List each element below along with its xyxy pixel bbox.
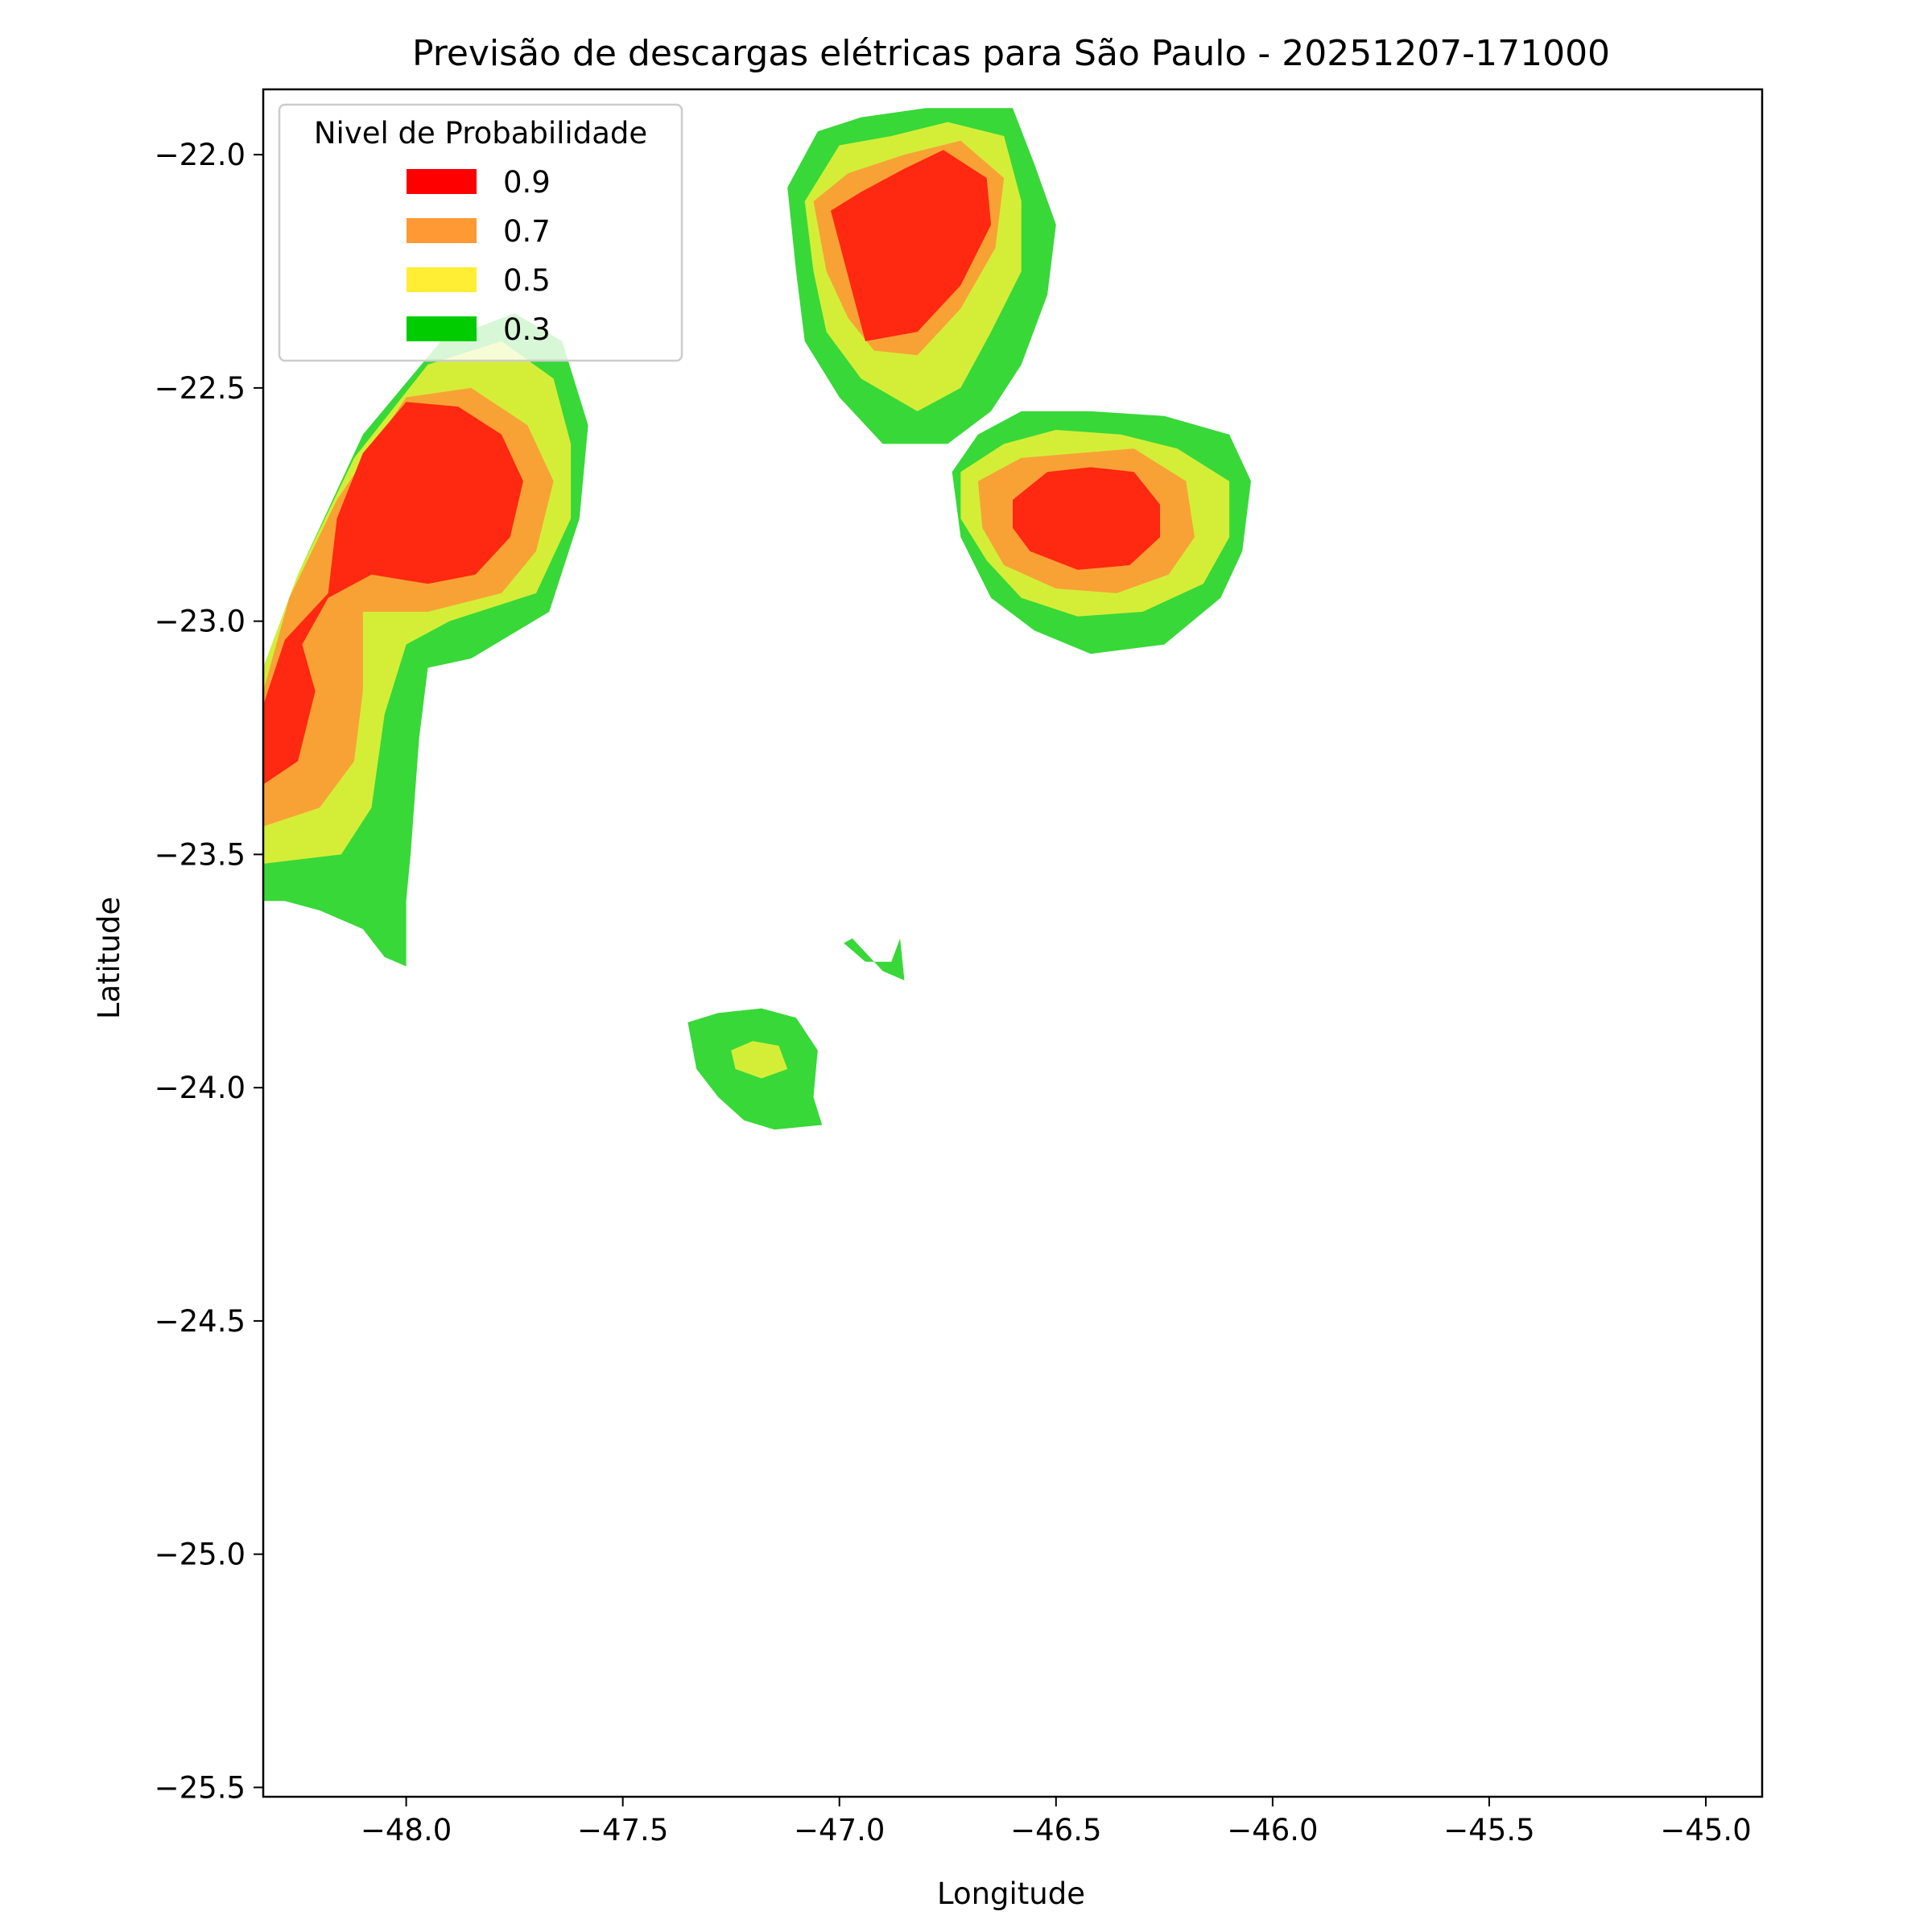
contour-region-south-cell xyxy=(687,1008,823,1130)
legend-swatch-0-3 xyxy=(407,316,477,341)
y-tick-label: −23.5 xyxy=(155,837,246,872)
legend-swatch-0-9 xyxy=(407,169,477,194)
x-tick-label: −47.5 xyxy=(577,1813,668,1847)
chart-title: Previsão de descargas elétricas para São… xyxy=(412,33,1610,74)
legend-label-0-5: 0.5 xyxy=(503,263,551,298)
legend-box xyxy=(278,103,683,362)
x-tick-label: −46.0 xyxy=(1227,1813,1318,1847)
y-axis-label: Latitude xyxy=(92,897,126,1019)
y-axis: −22.0 −22.5 −23.0 −23.5 −24.0 −24.5 −25.0 −25.5 xyxy=(155,138,263,1805)
contour-band-0-9 xyxy=(831,150,992,341)
x-tick-label: −45.0 xyxy=(1660,1813,1751,1847)
contour-region-west-cell xyxy=(263,313,588,967)
y-tick-label: −24.0 xyxy=(155,1071,246,1105)
y-tick-label: −22.0 xyxy=(155,138,246,172)
contour-band-0-9 xyxy=(1013,467,1160,570)
y-tick-label: −22.5 xyxy=(155,371,246,406)
contour-fills xyxy=(263,108,1251,1130)
plot-frame xyxy=(262,88,1764,1798)
y-tick-label: −25.5 xyxy=(155,1770,246,1805)
legend-swatch-0-5 xyxy=(407,267,477,292)
y-tick-label: −25.0 xyxy=(155,1538,246,1572)
contour-region-east-cell xyxy=(952,411,1251,654)
x-tick-label: −48.0 xyxy=(361,1813,452,1847)
x-tick-label: −45.5 xyxy=(1443,1813,1534,1847)
x-axis-label: Longitude xyxy=(937,1876,1085,1911)
y-tick-label: −23.0 xyxy=(155,605,246,639)
legend-label-0-9: 0.9 xyxy=(503,165,551,200)
contour-region-north-cell xyxy=(787,108,1056,444)
contour-band-0-3 xyxy=(844,938,905,980)
contour-band-0-5 xyxy=(731,1041,788,1079)
y-tick-label: −24.5 xyxy=(155,1304,246,1339)
contour-region-small-fragment xyxy=(844,938,905,980)
legend-title: Nivel de Probabilidade xyxy=(314,116,647,151)
legend-entries: 0.9 0.7 0.5 0.3 xyxy=(407,165,551,347)
contour-band-0-9 xyxy=(263,402,523,785)
legend-label-0-3: 0.3 xyxy=(503,312,551,347)
legend: Nivel de Probabilidade 0.9 0.7 0.5 0.3 xyxy=(278,103,683,362)
legend-swatch-0-7 xyxy=(407,218,477,243)
x-tick-label: −47.0 xyxy=(794,1813,885,1847)
x-tick-label: −46.5 xyxy=(1010,1813,1101,1847)
x-axis: −48.0 −47.5 −47.0 −46.5 −46.0 −45.5 −45.0 xyxy=(361,1797,1752,1847)
legend-label-0-7: 0.7 xyxy=(503,214,551,249)
